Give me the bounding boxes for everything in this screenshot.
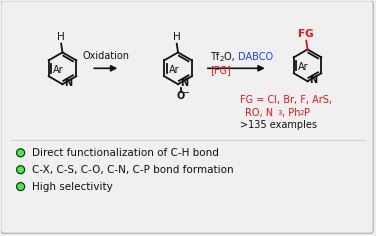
Text: FG: FG — [299, 29, 314, 39]
Text: O: O — [177, 91, 185, 101]
Text: Direct functionalization of C-H bond: Direct functionalization of C-H bond — [32, 148, 218, 158]
Text: , Ph: , Ph — [282, 108, 300, 118]
Text: High selectivity: High selectivity — [32, 181, 112, 192]
Text: +: + — [183, 74, 189, 83]
Text: RO, N: RO, N — [245, 108, 273, 118]
Text: 2: 2 — [220, 56, 224, 62]
Text: DABCO: DABCO — [238, 52, 273, 62]
Text: C-X, C-S, C-O, C-N, C-P bond formation: C-X, C-S, C-O, C-N, C-P bond formation — [32, 165, 233, 175]
Text: >135 examples: >135 examples — [240, 120, 317, 130]
Text: Ar: Ar — [298, 62, 309, 72]
Text: H: H — [57, 32, 65, 42]
Text: N: N — [64, 78, 73, 88]
Text: FG = Cl, Br, F, ArS,: FG = Cl, Br, F, ArS, — [240, 95, 332, 105]
Text: P: P — [303, 108, 309, 118]
FancyBboxPatch shape — [1, 1, 373, 233]
Text: N: N — [180, 78, 188, 88]
Text: [FG]: [FG] — [210, 65, 231, 75]
Circle shape — [17, 166, 24, 174]
Text: 2: 2 — [300, 110, 304, 116]
Text: Ar: Ar — [169, 65, 179, 75]
Text: N: N — [309, 75, 318, 85]
Circle shape — [17, 149, 24, 157]
Text: Ar: Ar — [53, 65, 64, 75]
Text: Tf: Tf — [210, 52, 219, 62]
Text: 3: 3 — [277, 110, 282, 116]
Text: −: − — [182, 88, 190, 98]
Circle shape — [17, 183, 24, 191]
Text: H: H — [173, 32, 180, 42]
Text: O,: O, — [224, 52, 238, 62]
Text: Oxidation: Oxidation — [83, 51, 130, 61]
